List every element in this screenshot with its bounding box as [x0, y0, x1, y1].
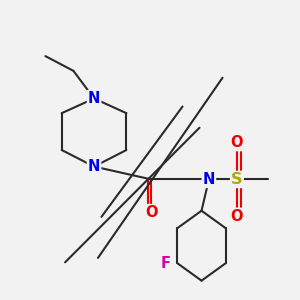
- Text: F: F: [160, 256, 170, 271]
- Text: O: O: [231, 209, 243, 224]
- Text: N: N: [88, 91, 100, 106]
- Text: O: O: [145, 205, 158, 220]
- Text: S: S: [231, 172, 243, 187]
- Text: N: N: [88, 159, 100, 174]
- Text: O: O: [231, 135, 243, 150]
- Text: N: N: [203, 172, 215, 187]
